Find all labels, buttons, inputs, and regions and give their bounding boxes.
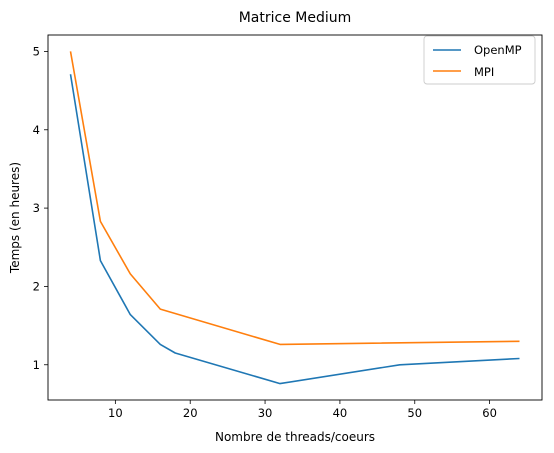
plot-frame [47,34,543,401]
x-tick-label: 60 [482,406,497,420]
x-tick-label: 30 [258,406,273,420]
x-axis-label: Nombre de threads/coeurs [215,430,375,444]
plot-area [69,51,520,385]
x-tick-label: 50 [407,406,422,420]
y-tick-label: 1 [33,358,40,372]
series-line-mpi [69,51,520,346]
legend-box [423,35,536,85]
series-line-openmp [69,74,520,385]
y-tick-label: 5 [33,44,40,58]
legend-label-openmp: OpenMP [474,43,522,57]
y-tick-label: 4 [33,123,40,137]
x-tick-label: 10 [108,406,123,420]
legend-label-mpi: MPI [474,65,494,79]
y-tick-label: 2 [33,279,40,293]
x-tick-label: 40 [333,406,348,420]
y-axis: 1 2 3 4 5 [33,44,48,372]
chart-title: Matrice Medium [239,10,352,26]
x-axis: 10 20 30 40 50 60 [108,400,497,420]
legend: OpenMP MPI [423,35,536,85]
y-tick-label: 3 [33,201,40,215]
x-tick-label: 20 [183,406,198,420]
y-axis-label: Temps (en heures) [8,162,22,274]
